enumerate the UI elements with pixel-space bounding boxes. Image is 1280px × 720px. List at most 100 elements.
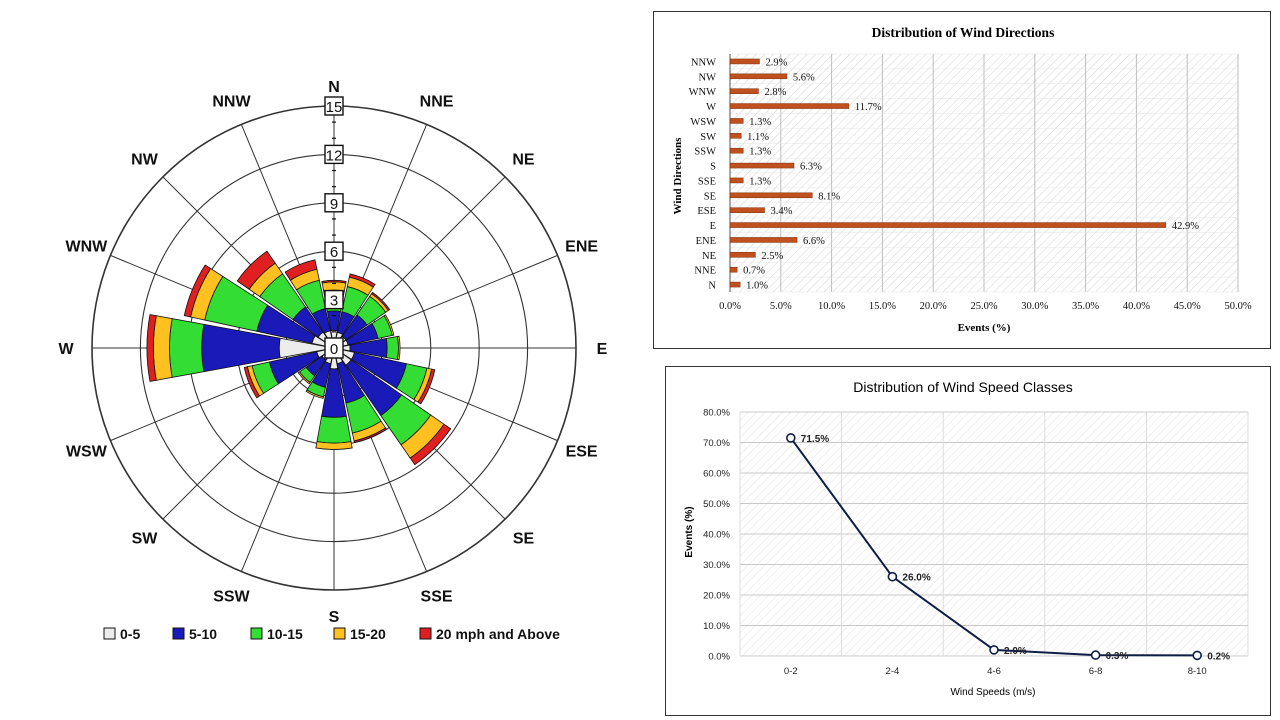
dir-bar-label: 0.7% (743, 266, 765, 277)
legend-swatch (419, 627, 432, 640)
wind-rose-petal-w-4 (146, 314, 157, 382)
dir-bar-wnw (729, 88, 759, 94)
legend-swatch (103, 627, 116, 640)
wind-rose-ring-label-text: 9 (330, 196, 338, 213)
wind-rose-direction-nne: NNE (420, 93, 454, 110)
dir-bar-label: 2.8% (764, 87, 786, 98)
dir-x-tick: 10.0% (818, 301, 845, 312)
wind-rose-ring-label-text: 6 (330, 244, 338, 261)
dir-x-tick: 45.0% (1174, 301, 1201, 312)
wind-speed-y-axis-label: Events (%) (684, 506, 695, 557)
wind-direction-x-axis-label: Events (%) (958, 322, 1011, 334)
dir-x-tick: 0.0% (719, 301, 741, 312)
wind-rose-direction-wsw: WSW (66, 444, 108, 461)
dir-category-label: NNW (691, 57, 716, 68)
spd-point-6-8 (1090, 650, 1101, 660)
spd-point-label: 26.0% (902, 573, 930, 584)
spd-y-tick: 60.0% (703, 469, 730, 480)
spd-point-4-6 (989, 645, 999, 655)
dir-bar-label: 6.6% (803, 236, 825, 247)
dir-x-tick: 35.0% (1072, 301, 1099, 312)
spd-y-tick: 40.0% (703, 530, 730, 541)
wind-rose-petal-ene-3 (383, 314, 395, 336)
dir-bar-label: 1.1% (747, 132, 769, 143)
dir-bar-nw (729, 73, 788, 80)
wind-rose-petal-wsw-4 (243, 366, 261, 399)
wind-rose-legend: 0-5 5-10 10-15 15-20 20 mph and Above (103, 626, 560, 642)
legend-label: 5-10 (189, 626, 217, 642)
wind-rose-direction-ene: ENE (565, 238, 598, 255)
dir-x-tick: 50.0% (1224, 301, 1251, 312)
wind-rose-petal-w-2 (169, 318, 205, 378)
wind-rose-petal-ssw-3 (305, 389, 324, 399)
wind-rose-ring-label: 9 (324, 193, 344, 213)
dir-bar-nnw (729, 58, 760, 65)
spd-point-8-10 (1192, 650, 1203, 661)
spd-x-tick: 2-4 (886, 666, 900, 677)
spd-y-tick: 70.0% (703, 438, 730, 449)
wind-rose-petal-se-4 (409, 423, 452, 466)
dir-category-label: E (710, 221, 716, 232)
wind-rose-ring-labels: 15 12 9 6 3 0 (324, 96, 344, 359)
wind-rose-petal-s-2 (316, 415, 352, 444)
wind-rose-direction-e: E (597, 341, 608, 358)
dir-category-label: S (710, 162, 716, 173)
legend-label: 0-5 (120, 626, 140, 642)
wind-rose-petal-e-2 (385, 336, 399, 360)
spd-x-tick: 8-10 (1188, 666, 1207, 677)
wind-rose-legend-item: 0-5 (103, 626, 140, 642)
wind-speed-series: 71.5% 26.0% 2.0% 0.3% 0.2% (786, 433, 1230, 662)
dir-bar-wsw (729, 118, 744, 124)
dir-category-label: SSW (694, 147, 716, 158)
dir-bar-n (729, 281, 741, 288)
dir-bar-s (729, 162, 795, 169)
wind-rose-chart: 15 12 9 6 3 0 N NNE NE ENE E ESE SE SSE S SSW SW WSW W WNW… (58, 79, 607, 642)
wind-direction-y-axis-label: Wind Directions (672, 137, 684, 215)
wind-rose-direction-sse: SSE (421, 589, 453, 606)
wind-rose-direction-n: N (328, 79, 340, 96)
wind-rose-petal-e-3 (396, 335, 401, 361)
wind-rose-direction-se: SE (513, 531, 535, 548)
legend-label: 20 mph and Above (436, 626, 560, 642)
wind-rose-direction-labels: N NNE NE ENE E ESE SE SSE S SSW SW WSW W WNW NW NNW (58, 79, 607, 626)
legend-label: 15-20 (350, 626, 386, 642)
spd-point-label: 71.5% (801, 434, 829, 445)
dir-bar-label: 1.3% (749, 147, 771, 158)
wind-rose-petal-w-3 (152, 315, 173, 381)
legend-swatch (172, 627, 185, 640)
wind-speed-y-ticks: 0.0% 10.0% 20.0% 30.0% 40.0% 50.0% 60.0% 70.0% 8… (703, 408, 730, 663)
dir-x-tick: 5.0% (770, 301, 792, 312)
spd-y-tick: 80.0% (703, 408, 730, 419)
dir-x-tick: 40.0% (1123, 301, 1150, 312)
wind-rose-petal-ne-4 (371, 291, 391, 311)
dir-bar-e (729, 222, 1167, 228)
dir-bar-label: 42.9% (1172, 221, 1199, 232)
dir-bar-label: 11.7% (855, 102, 882, 113)
dir-bar-label: 3.4% (771, 206, 793, 217)
dir-bar-label: 5.6% (793, 72, 815, 83)
dir-bar-w (729, 103, 850, 109)
dir-category-label: SSE (698, 176, 716, 187)
dir-category-label: W (706, 102, 716, 113)
dir-bar-sw (729, 133, 742, 139)
dir-category-label: ESE (697, 206, 716, 217)
dir-bar-label: 1.3% (749, 176, 771, 187)
wind-rose-direction-s: S (329, 609, 340, 626)
wind-rose-direction-ese: ESE (566, 444, 598, 461)
wind-rose-petal-ese-4 (417, 368, 436, 405)
wind-rose-petal-sw-3 (297, 371, 311, 385)
dir-bar-ne (729, 252, 756, 258)
wind-rose-legend-item: 10-15 (250, 626, 303, 642)
dir-x-tick: 30.0% (1021, 301, 1048, 312)
spd-y-tick: 10.0% (703, 621, 730, 632)
wind-rose-direction-w: W (58, 341, 74, 358)
spd-point-0-2 (786, 433, 796, 443)
dir-category-label: SE (704, 191, 716, 202)
dir-bar-label: 2.5% (761, 251, 783, 262)
dir-category-label: NW (699, 72, 717, 83)
dir-bar-se (729, 192, 813, 199)
spd-point-label: 0.2% (1207, 651, 1230, 662)
dir-x-tick: 15.0% (869, 301, 896, 312)
wind-direction-category-labels: NNW NW WNW W WSW SW SSW S SSE SE ESE E ENE NE NNE N (689, 57, 717, 291)
spd-x-tick: 4-6 (987, 666, 1001, 677)
